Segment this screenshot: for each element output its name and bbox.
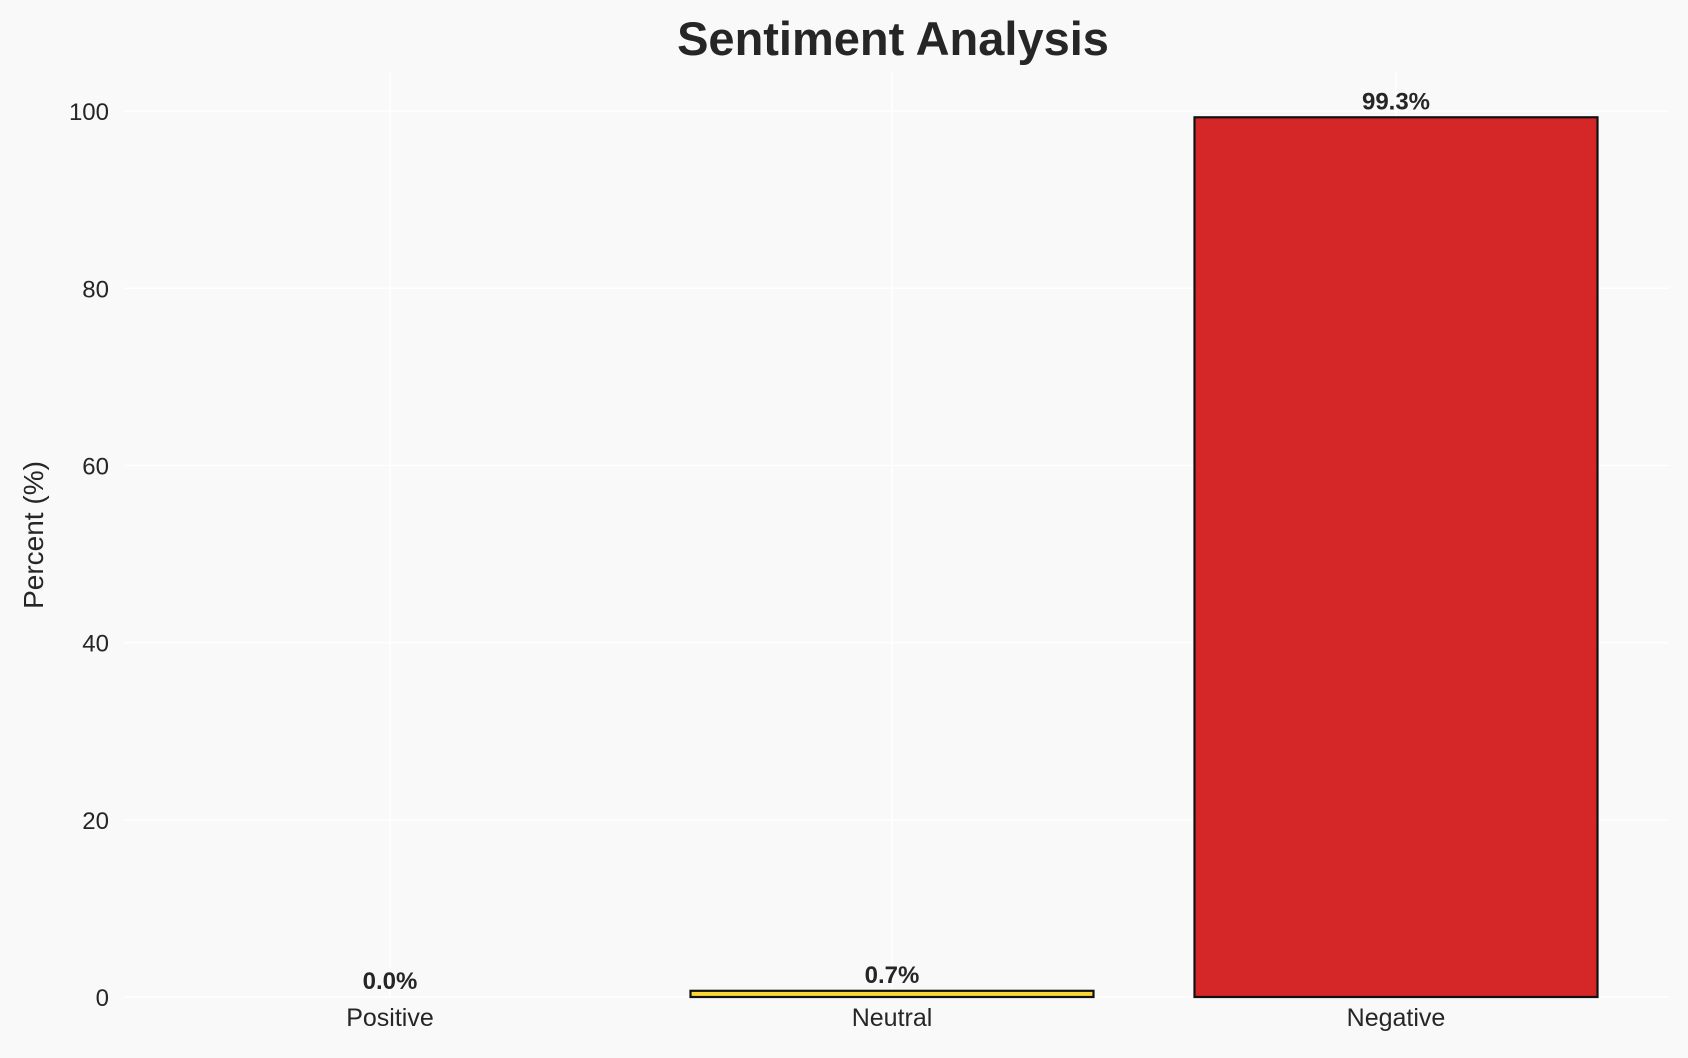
x-tick-label: Positive — [346, 1004, 434, 1032]
y-tick-label: 0 — [96, 985, 109, 1012]
y-tick-label: 80 — [82, 276, 109, 303]
chart-title: Sentiment Analysis — [677, 12, 1109, 65]
bar-neutral — [689, 989, 1095, 999]
y-tick-label: 40 — [82, 631, 109, 658]
y-tick-label: 100 — [69, 99, 109, 126]
labels: 0 20 40 60 80 100 0.0% Positive 0.7% Neutral 99.3%… — [69, 88, 1445, 1032]
x-tick-label: Neutral — [852, 1004, 933, 1032]
y-axis-label: Percent (%) — [18, 461, 49, 609]
x-tick-label: Negative — [1347, 1004, 1446, 1032]
data-label: 0.0% — [363, 968, 418, 995]
bar-negative — [1193, 116, 1599, 999]
y-tick-label: 60 — [82, 453, 109, 480]
y-tick-label: 20 — [82, 808, 109, 835]
data-label: 99.3% — [1362, 88, 1430, 115]
bars — [689, 116, 1599, 999]
data-label: 0.7% — [865, 962, 920, 989]
